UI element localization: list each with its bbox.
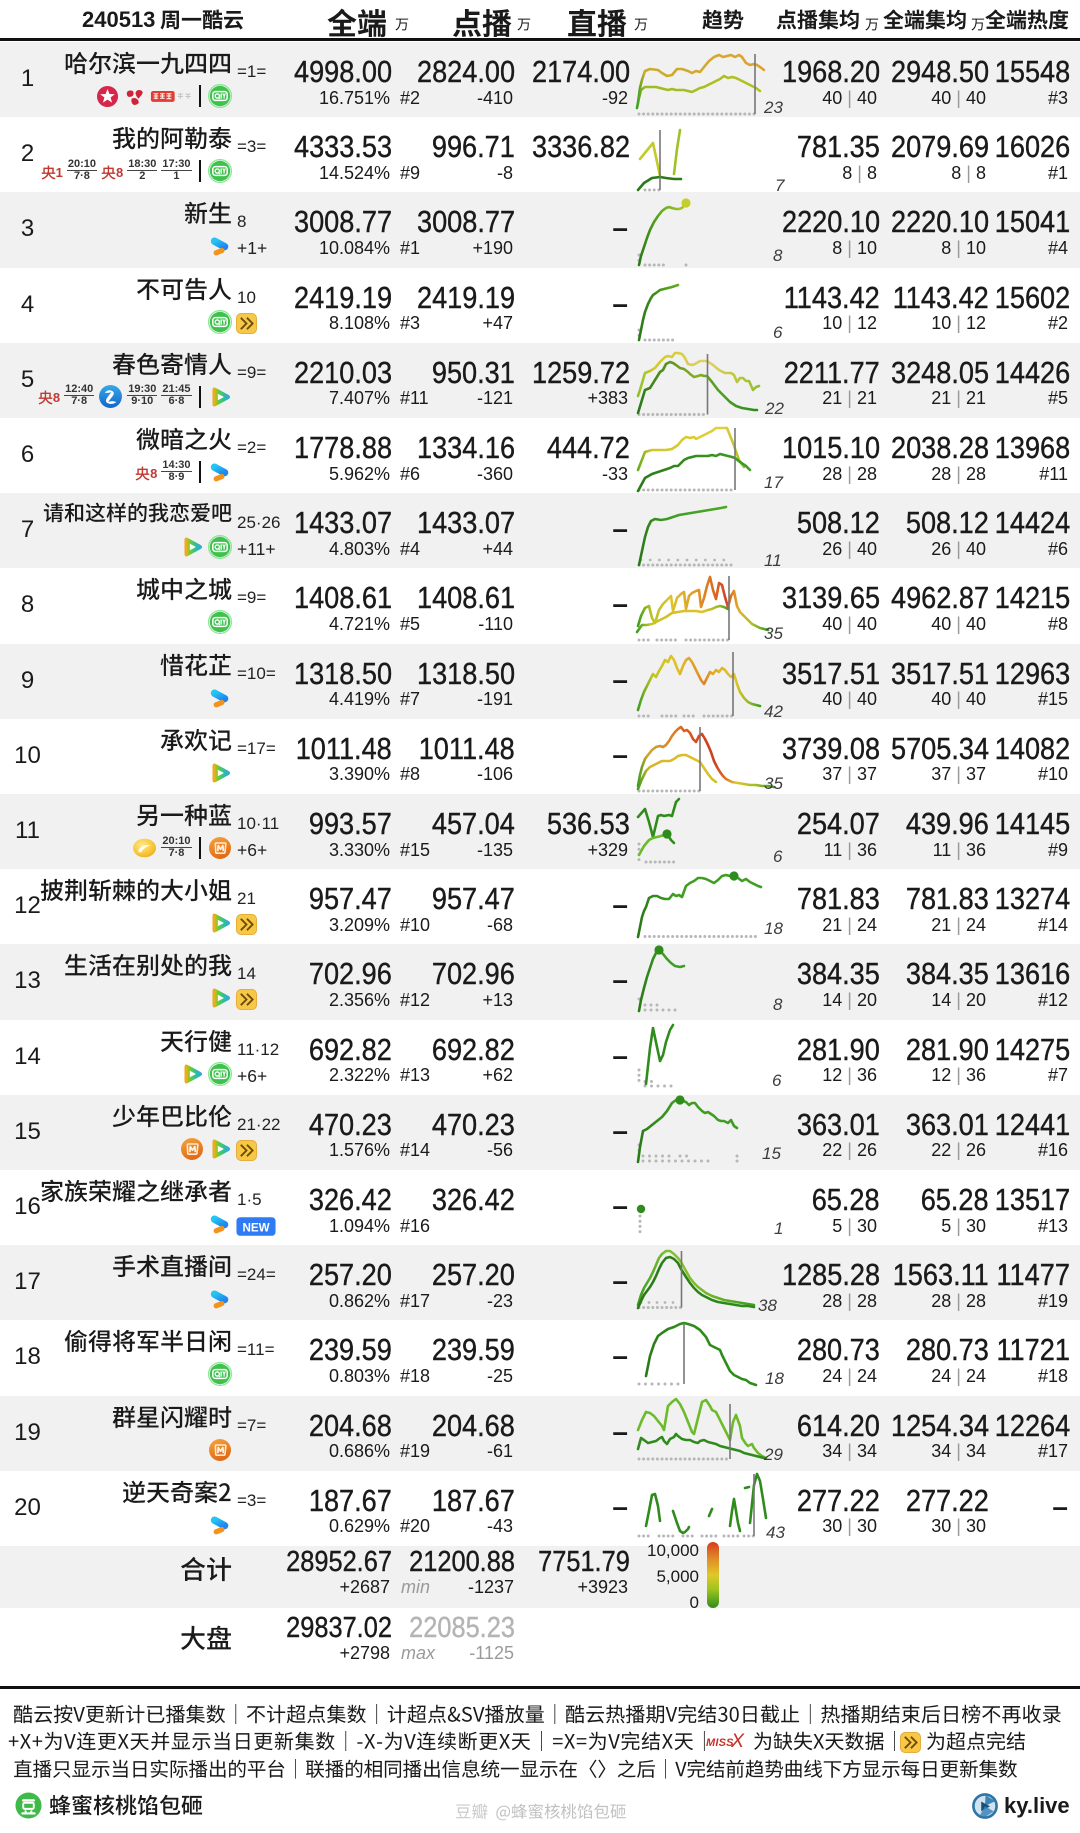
svg-text:38: 38 [758,1296,777,1315]
svg-text:18: 18 [764,919,783,938]
svg-text:29: 29 [763,1445,783,1464]
svg-text:35: 35 [764,774,783,793]
svg-text:17: 17 [764,473,783,492]
svg-text:23: 23 [763,98,783,117]
svg-text:22: 22 [764,399,784,418]
svg-text:NEW: NEW [242,1221,269,1234]
svg-text:7: 7 [775,176,785,195]
svg-text:15: 15 [762,1144,781,1163]
svg-text:1: 1 [774,1219,783,1238]
svg-text:6: 6 [772,1071,782,1090]
svg-text:18: 18 [765,1369,784,1388]
svg-text:6: 6 [773,847,783,866]
svg-text:11: 11 [764,551,782,570]
svg-text:43: 43 [766,1523,785,1542]
svg-text:42: 42 [764,702,783,721]
svg-text:6: 6 [773,323,783,342]
svg-text:8: 8 [773,995,783,1014]
svg-text:35: 35 [764,624,783,643]
svg-text:8: 8 [773,246,783,265]
